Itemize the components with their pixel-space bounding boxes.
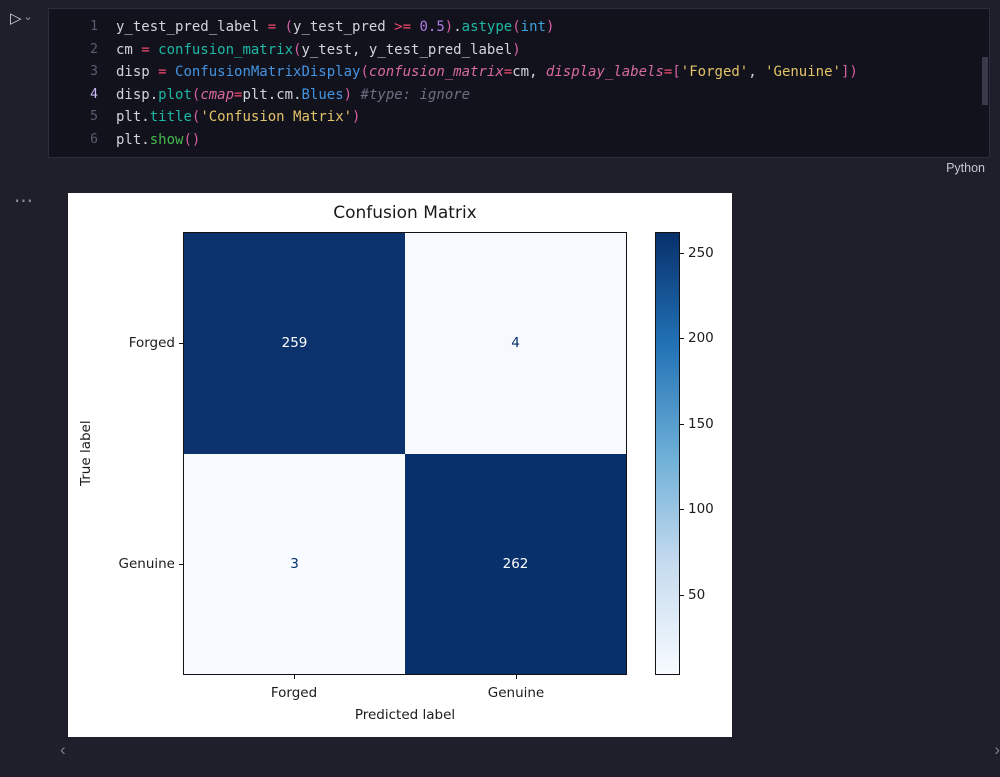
y-tick-label: Forged bbox=[128, 334, 175, 351]
matrix-grid: 259 4 3 262 bbox=[183, 232, 627, 675]
code-text: cm = confusion_matrix(y_test, y_test_pre… bbox=[116, 41, 521, 58]
x-tick-label: Forged bbox=[270, 685, 318, 701]
code-text: disp.plot(cmap=plt.cm.Blues) #type: igno… bbox=[116, 86, 471, 103]
x-tick-label: Genuine bbox=[487, 685, 545, 701]
code-line[interactable]: 5 plt.title('Confusion Matrix') bbox=[49, 106, 989, 129]
code-lines: 1 y_test_pred_label = (y_test_pred >= 0.5… bbox=[49, 9, 989, 152]
run-cell-icon: ▷ bbox=[10, 10, 22, 27]
code-line[interactable]: 1 y_test_pred_label = (y_test_pred >= 0.5… bbox=[49, 16, 989, 39]
colorbar-tick-label: 250 bbox=[688, 244, 714, 261]
colorbar-tick-mark bbox=[680, 252, 684, 254]
code-line[interactable]: 3 disp = ConfusionMatrixDisplay(confusion… bbox=[49, 61, 989, 84]
line-number: 5 bbox=[90, 109, 98, 125]
code-text: disp = ConfusionMatrixDisplay(confusion_… bbox=[116, 64, 858, 81]
code-text: plt.show() bbox=[116, 131, 201, 148]
line-number: 3 bbox=[90, 64, 98, 80]
code-text: y_test_pred_label = (y_test_pred >= 0.5)… bbox=[116, 19, 555, 35]
x-axis-label: Predicted label bbox=[354, 707, 456, 723]
code-cell-editor[interactable]: 1 y_test_pred_label = (y_test_pred >= 0.5… bbox=[48, 8, 990, 158]
matrix-cell-value: 4 bbox=[405, 233, 626, 454]
cell-language-label[interactable]: Python bbox=[946, 161, 985, 175]
colorbar-tick-mark bbox=[680, 423, 684, 425]
matrix-cell-value: 259 bbox=[184, 233, 405, 454]
y-axis-label: True label bbox=[78, 420, 94, 487]
line-number: 6 bbox=[90, 131, 98, 147]
line-number: 1 bbox=[90, 19, 98, 34]
colorbar-tick-mark bbox=[680, 338, 684, 340]
code-line[interactable]: 6 plt.show() bbox=[49, 129, 989, 152]
scroll-right-icon[interactable]: › bbox=[994, 740, 1000, 759]
colorbar-tick-label: 150 bbox=[688, 415, 714, 432]
y-tick-label: Genuine bbox=[118, 556, 176, 573]
x-tick-mark bbox=[294, 675, 295, 679]
chart-axes: 259 4 3 262 bbox=[183, 232, 627, 675]
matrix-cell-value: 3 bbox=[184, 453, 405, 674]
matrix-cell-value: 262 bbox=[405, 453, 626, 674]
colorbar-tick-mark bbox=[680, 594, 684, 596]
code-line[interactable]: 2 cm = confusion_matrix(y_test, y_test_pr… bbox=[49, 39, 989, 62]
run-cell-button[interactable]: ▷ ⌄ bbox=[10, 10, 33, 28]
line-number: 2 bbox=[90, 41, 98, 57]
code-text: plt.title('Confusion Matrix') bbox=[116, 109, 361, 126]
editor-scrollbar[interactable] bbox=[982, 57, 988, 105]
y-tick-mark bbox=[179, 564, 183, 566]
colorbar-tick-mark bbox=[680, 509, 684, 511]
code-line[interactable]: 4 disp.plot(cmap=plt.cm.Blues) #type: ign… bbox=[49, 84, 989, 107]
scroll-left-icon[interactable]: ‹ bbox=[60, 740, 66, 759]
colorbar bbox=[655, 232, 680, 675]
chart-title: Confusion Matrix bbox=[333, 203, 477, 223]
colorbar-tick-label: 200 bbox=[688, 330, 714, 347]
y-tick-mark bbox=[179, 342, 183, 344]
line-number: 4 bbox=[90, 86, 98, 102]
plot-output-image: Confusion Matrix 259 4 3 262 True label Pre… bbox=[68, 193, 732, 737]
x-tick-mark bbox=[516, 675, 517, 679]
more-actions-icon[interactable]: ⋯ bbox=[14, 191, 33, 212]
colorbar-tick-label: 50 bbox=[688, 586, 706, 603]
run-dropdown-icon: ⌄ bbox=[23, 11, 33, 23]
colorbar-tick-label: 100 bbox=[688, 501, 714, 518]
